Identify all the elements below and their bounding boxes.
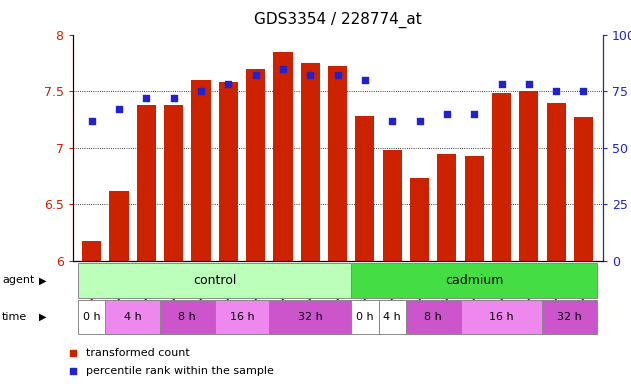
Point [86, 118, 97, 124]
Bar [574, 117, 593, 261]
Point [141, 95, 151, 101]
Point [360, 77, 370, 83]
Text: 16 h: 16 h [230, 312, 254, 322]
Point [387, 118, 398, 124]
Text: 4 h: 4 h [124, 312, 141, 322]
Bar [406, 300, 461, 334]
Point [114, 106, 124, 113]
Bar [379, 300, 406, 334]
Text: control: control [193, 274, 237, 287]
Point [469, 111, 479, 117]
Bar [109, 191, 129, 261]
Bar [273, 51, 293, 261]
Bar [301, 63, 320, 261]
Bar [437, 154, 456, 261]
Bar [461, 300, 543, 334]
Point [305, 72, 316, 78]
Point [168, 95, 179, 101]
Bar [351, 300, 379, 334]
Bar [191, 80, 211, 261]
Point [196, 88, 206, 94]
Bar [105, 300, 160, 334]
Text: GDS3354 / 228774_at: GDS3354 / 228774_at [254, 12, 422, 28]
Text: 4 h: 4 h [384, 312, 401, 322]
Text: 0 h: 0 h [356, 312, 374, 322]
Text: 16 h: 16 h [489, 312, 514, 322]
Point [223, 81, 233, 88]
Bar [410, 179, 429, 261]
Point [333, 72, 343, 78]
Text: ▶: ▶ [39, 275, 47, 285]
Bar [355, 116, 374, 261]
Bar [137, 105, 156, 261]
Text: 8 h: 8 h [424, 312, 442, 322]
Point [551, 88, 561, 94]
Bar [492, 93, 511, 261]
Point [442, 111, 452, 117]
Bar [82, 241, 101, 261]
Point [579, 88, 589, 94]
Point [68, 367, 78, 374]
Bar [164, 105, 183, 261]
Point [68, 349, 78, 356]
Bar [160, 300, 215, 334]
Bar [546, 103, 566, 261]
Point [524, 81, 534, 88]
Text: 32 h: 32 h [557, 312, 582, 322]
Bar [215, 300, 269, 334]
Bar [519, 91, 538, 261]
Bar [246, 68, 265, 261]
Point [251, 72, 261, 78]
Text: transformed count: transformed count [86, 348, 190, 358]
Point [415, 118, 425, 124]
Text: 8 h: 8 h [179, 312, 196, 322]
Text: cadmium: cadmium [445, 274, 504, 287]
Bar [543, 300, 597, 334]
Text: 0 h: 0 h [83, 312, 100, 322]
Point [497, 81, 507, 88]
Bar [78, 300, 105, 334]
Point [278, 66, 288, 72]
Bar [382, 150, 402, 261]
Bar [78, 263, 351, 298]
Text: percentile rank within the sample: percentile rank within the sample [86, 366, 274, 376]
Text: agent: agent [2, 275, 34, 285]
Bar [328, 66, 347, 261]
Bar [351, 263, 597, 298]
Text: 32 h: 32 h [298, 312, 322, 322]
Bar [219, 82, 238, 261]
Bar [269, 300, 351, 334]
Text: ▶: ▶ [39, 312, 47, 322]
Bar [464, 156, 484, 261]
Text: time: time [2, 312, 27, 322]
